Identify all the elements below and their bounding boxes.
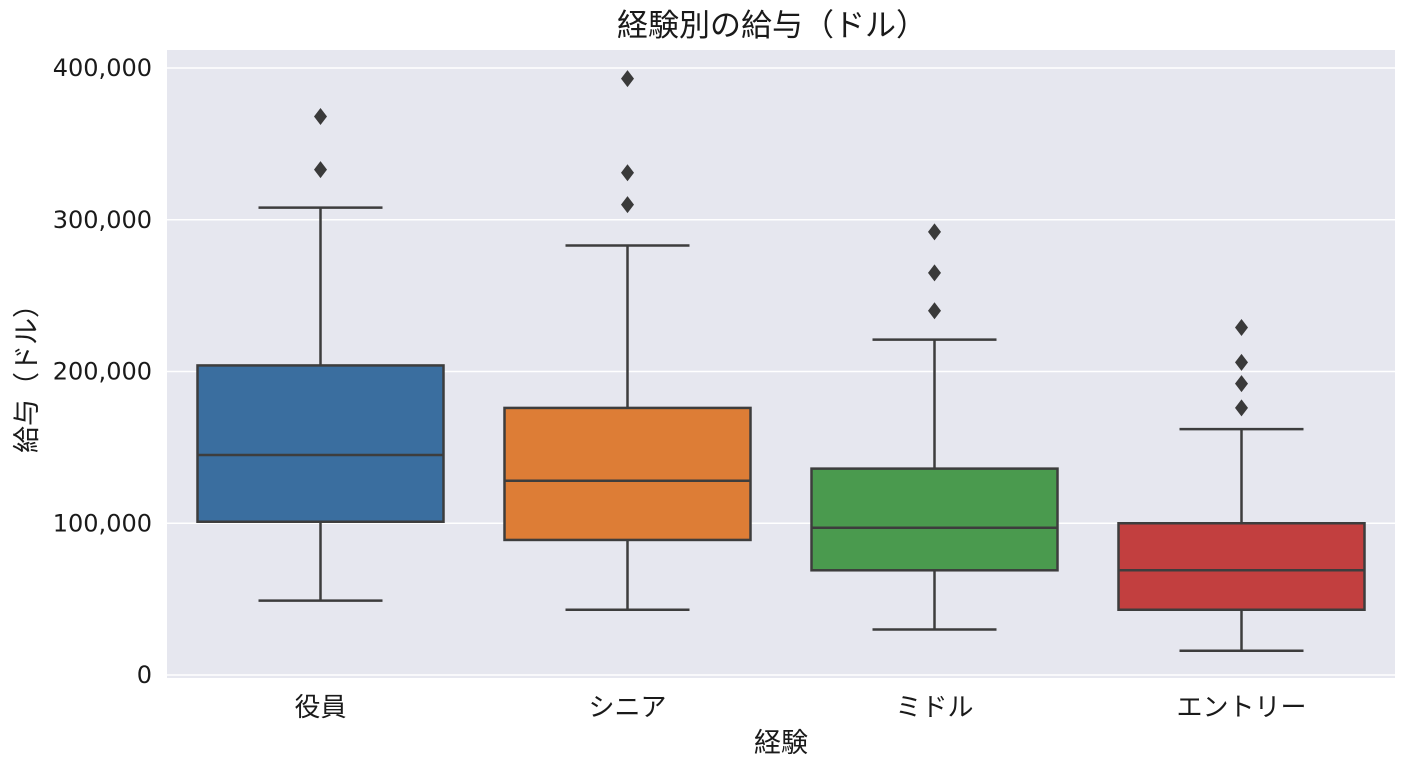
x-axis-categories: 役員 シニア ミドル エントリー [294,693,1306,723]
y-tick-label: 400,000 [53,54,152,82]
outlier-point [1235,399,1248,417]
outlier-point [1235,375,1248,393]
y-axis-title: 給与（ドル） [12,291,43,453]
outlier-point [314,161,327,179]
box-group [1117,318,1366,652]
x-category-label: エントリー [1176,693,1306,723]
iqr-box [810,467,1059,572]
outlier-point [1235,353,1248,371]
iqr-box [196,364,445,523]
outlier-point [928,264,941,282]
outlier-point [1235,318,1248,336]
y-tick-label: 200,000 [53,358,152,386]
x-axis-title: 経験 [754,728,808,759]
outlier-point [621,164,634,182]
outlier-point [314,108,327,126]
outlier-point [928,223,941,241]
y-tick-label: 100,000 [53,509,152,537]
x-category-label: シニア [588,693,666,723]
iqr-box [1117,522,1366,611]
outlier-point [928,302,941,320]
boxes [196,70,1366,652]
x-category-label: ミドル [895,693,973,723]
iqr-box [503,406,752,542]
chart-title: 経験別の給与（ドル） [617,8,927,44]
y-tick-label: 300,000 [53,206,152,234]
box-group [503,70,752,611]
y-tick-label: 0 [137,661,152,689]
outlier-point [621,70,634,88]
box-group [810,223,1059,631]
outlier-point [621,196,634,214]
box-group [196,108,445,602]
y-axis-ticks: 0 100,000 200,000 300,000 400,000 [53,54,152,689]
x-category-label: 役員 [294,693,346,723]
